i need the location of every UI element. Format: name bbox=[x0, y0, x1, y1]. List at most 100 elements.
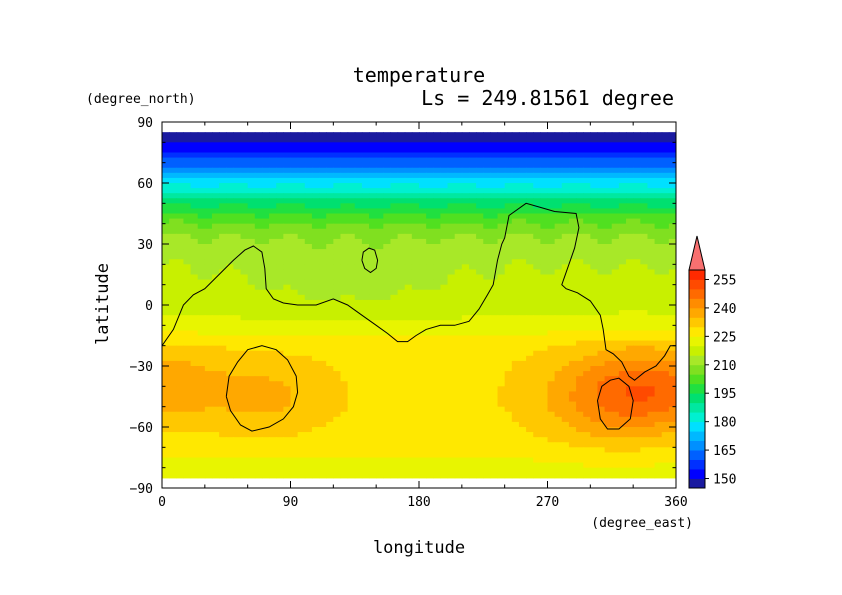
field-cell bbox=[304, 167, 313, 174]
field-cell bbox=[254, 279, 263, 286]
field-cell bbox=[297, 437, 306, 443]
field-cell bbox=[504, 472, 513, 479]
field-cell bbox=[504, 299, 513, 306]
field-cell bbox=[640, 330, 649, 337]
field-cell bbox=[590, 152, 599, 159]
field-cell bbox=[183, 249, 192, 255]
field-cell bbox=[561, 284, 570, 291]
field-cell bbox=[383, 259, 392, 265]
field-cell bbox=[483, 289, 491, 296]
field-cell bbox=[390, 218, 399, 225]
field-cell bbox=[547, 157, 556, 164]
field-cell bbox=[454, 137, 463, 143]
field-cell bbox=[397, 442, 406, 448]
field-cell bbox=[347, 142, 356, 149]
field-cell bbox=[554, 193, 563, 199]
field-cell bbox=[311, 325, 320, 332]
field-cell bbox=[162, 213, 170, 220]
field-cell bbox=[347, 472, 356, 479]
field-cell bbox=[618, 386, 627, 393]
field-cell bbox=[347, 386, 356, 393]
field-cell bbox=[261, 340, 270, 347]
field-cell bbox=[333, 457, 342, 464]
field-cell bbox=[661, 310, 670, 316]
field-cell bbox=[568, 411, 577, 418]
field-cell bbox=[576, 213, 584, 220]
field-cell bbox=[219, 366, 227, 372]
field-cell bbox=[554, 437, 563, 443]
field-cell bbox=[476, 467, 484, 474]
field-cell bbox=[518, 177, 527, 184]
field-cell bbox=[583, 198, 591, 204]
field-cell bbox=[419, 340, 427, 347]
field-cell bbox=[226, 238, 234, 245]
field-cell bbox=[540, 137, 549, 143]
field-cell bbox=[283, 345, 292, 352]
field-cell bbox=[597, 198, 606, 204]
field-cell bbox=[369, 244, 377, 250]
field-cell bbox=[254, 386, 263, 393]
field-cell bbox=[633, 228, 641, 235]
field-cell bbox=[454, 411, 463, 418]
field-cell bbox=[661, 442, 670, 448]
field-cell bbox=[526, 310, 534, 316]
field-cell bbox=[540, 386, 549, 393]
field-cell bbox=[419, 259, 427, 265]
field-cell bbox=[397, 411, 406, 418]
colorbar-segment bbox=[689, 431, 705, 442]
field-cell bbox=[661, 411, 670, 418]
field-cell bbox=[433, 360, 442, 367]
field-cell bbox=[440, 147, 449, 154]
field-cell bbox=[240, 274, 249, 281]
field-cell bbox=[661, 467, 670, 474]
field-cell bbox=[468, 213, 477, 220]
field-cell bbox=[276, 249, 284, 255]
field-cell bbox=[461, 259, 470, 265]
field-cell bbox=[454, 238, 463, 245]
field-cell bbox=[583, 427, 591, 433]
field-cell bbox=[583, 340, 591, 347]
field-cell bbox=[533, 279, 541, 286]
field-cell bbox=[219, 457, 227, 464]
field-cell bbox=[304, 259, 313, 265]
field-cell bbox=[304, 340, 313, 347]
field-cell bbox=[568, 238, 577, 245]
field-cell bbox=[304, 188, 313, 194]
field-cell bbox=[240, 299, 249, 306]
field-cell bbox=[247, 223, 256, 230]
field-cell bbox=[511, 254, 520, 260]
field-cell bbox=[397, 188, 406, 194]
field-cell bbox=[604, 193, 613, 199]
field-cell bbox=[162, 137, 170, 143]
field-cell bbox=[490, 371, 499, 377]
field-cell bbox=[661, 421, 670, 428]
field-cell bbox=[240, 376, 249, 382]
field-cell bbox=[647, 305, 656, 311]
field-cell bbox=[319, 228, 327, 235]
field-cell bbox=[647, 177, 656, 184]
field-cell bbox=[654, 147, 663, 154]
field-cell bbox=[411, 345, 420, 352]
field-cell bbox=[376, 437, 384, 443]
field-cell bbox=[369, 411, 377, 418]
field-cell bbox=[254, 274, 263, 281]
field-cell bbox=[304, 269, 313, 276]
field-cell bbox=[219, 462, 227, 469]
field-cell bbox=[476, 427, 484, 433]
field-cell bbox=[183, 376, 192, 382]
field-cell bbox=[590, 432, 599, 438]
field-cell bbox=[197, 386, 206, 393]
field-cell bbox=[433, 462, 442, 469]
field-cell bbox=[547, 335, 556, 342]
field-cell bbox=[383, 244, 392, 250]
field-cell bbox=[490, 427, 499, 433]
field-cell bbox=[254, 411, 263, 418]
field-cell bbox=[497, 386, 506, 393]
field-cell bbox=[483, 254, 491, 260]
field-cell bbox=[219, 340, 227, 347]
field-cell bbox=[561, 472, 570, 479]
field-cell bbox=[311, 371, 320, 377]
field-cell bbox=[540, 366, 549, 372]
field-cell bbox=[633, 350, 641, 357]
field-cell bbox=[183, 142, 192, 149]
